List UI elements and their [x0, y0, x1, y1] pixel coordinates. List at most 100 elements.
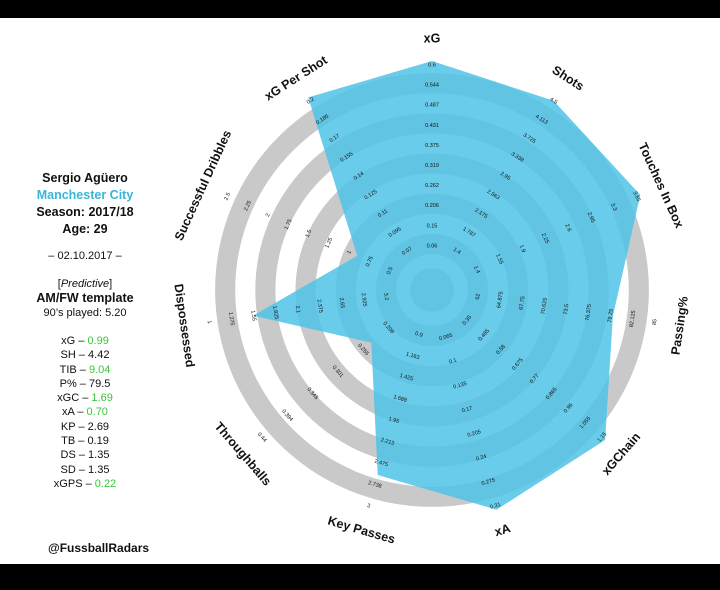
tick-label: 0.44	[256, 432, 268, 444]
tick-label: 0.15	[427, 223, 438, 229]
tick-label: 64.875	[496, 291, 504, 309]
tick-label: 0.275	[481, 477, 496, 487]
tick-label: 1.25	[324, 237, 334, 249]
tick-label: 2.25	[243, 200, 253, 212]
stat-label: SH	[60, 349, 76, 362]
tick-label: 2.213	[380, 437, 395, 447]
stat-value: 0.70	[86, 406, 108, 419]
tick-label: 1.825	[271, 305, 279, 319]
stat-value: 9.04	[88, 363, 111, 376]
tick-label: 2.25	[540, 232, 550, 244]
tick-label: 2.375	[315, 299, 323, 313]
player-shape	[253, 61, 641, 510]
stat-value: 79.5	[88, 377, 111, 390]
stat-value: 1.35	[88, 449, 110, 462]
stat-row: xGPS – 0.22	[53, 477, 117, 490]
tick-label: 1	[206, 320, 212, 324]
team-name: Manchester City	[36, 188, 134, 202]
tick-label: 3.2	[382, 292, 389, 300]
template-label: AM/FW template	[36, 291, 134, 305]
stat-row: xA – 0.70	[62, 406, 108, 419]
tick-label: 0.205	[467, 429, 482, 439]
tick-label: 1.9	[518, 244, 527, 253]
stat-row: DS – 1.35	[60, 449, 110, 462]
tick-label: 1.15	[597, 432, 609, 444]
tick-label: 0.431	[425, 123, 439, 129]
stat-label: xG	[61, 335, 76, 347]
tick-label: 0.5	[386, 266, 395, 275]
tick-label: 1.688	[393, 394, 408, 404]
stat-label: xA	[62, 406, 75, 419]
stat-label: DS	[60, 449, 76, 462]
tick-label: 0.11	[377, 208, 389, 219]
tick-label: 1.275	[227, 312, 235, 326]
tick-label: 4.5	[549, 96, 559, 105]
stat-value: 1.69	[91, 392, 113, 405]
tick-label: 1.4	[472, 265, 481, 274]
player-name: Sergio Agüero	[42, 171, 128, 185]
tick-label: 0.206	[425, 203, 439, 209]
tick-label: 1.163	[405, 352, 420, 362]
stat-row: xGC – 1.69	[57, 392, 113, 405]
tick-label: 0.35	[462, 315, 474, 327]
tick-label: 3.3	[609, 202, 618, 211]
tick-label: 1.55	[249, 310, 256, 321]
tick-label: 0.135	[453, 381, 468, 391]
stat-row: SH – 4.42	[60, 349, 110, 362]
predictive-label: [Predictive]	[57, 278, 113, 290]
stat-label: TB	[61, 435, 76, 448]
tick-label: 2	[265, 213, 272, 218]
axis-label: Dispossessed	[171, 283, 197, 368]
tick-label: 1.4	[452, 247, 462, 256]
tick-label: 3.65	[631, 191, 641, 203]
stat-row: SD – 1.35	[60, 463, 110, 476]
tick-label: 2.925	[360, 293, 368, 307]
tick-label: 62	[475, 293, 482, 300]
tick-label: 0.96	[563, 402, 575, 414]
tick-label: 2.95	[499, 171, 511, 182]
tick-label: 0.06	[427, 243, 438, 249]
season: Season: 2017/18	[36, 205, 134, 219]
stat-value: 1.35	[88, 463, 110, 476]
tick-label: 0.17	[461, 406, 473, 415]
tick-label: 1.55	[494, 253, 504, 265]
tick-label: 2.738	[367, 480, 382, 490]
tick-label: 0.262	[425, 183, 439, 189]
age: Age: 29	[62, 222, 108, 236]
tick-label: 0.58	[495, 344, 507, 356]
tick-label: 0.6	[428, 62, 436, 68]
stat-label: KP	[60, 420, 76, 433]
stat-row: xG – 0.99	[61, 335, 109, 347]
tick-label: 0.9	[414, 331, 423, 339]
tick-label: 70.625	[540, 297, 548, 315]
axis-label: xG	[424, 31, 441, 45]
stat-value: 0.22	[94, 477, 117, 490]
tick-label: 1.95	[388, 416, 400, 425]
tick-label: 73.5	[563, 304, 570, 315]
player-info-panel: Sergio Agüero Manchester City Season: 20…	[10, 170, 160, 491]
tick-label: 1	[346, 250, 353, 255]
tick-label: 0.065	[438, 333, 453, 343]
tick-label: 1.425	[399, 373, 414, 383]
tick-label: 2.95	[586, 211, 596, 223]
stat-row: TB – 0.19	[61, 435, 109, 448]
tick-label: 2.475	[374, 459, 389, 469]
tick-label: 1.5	[305, 229, 314, 238]
minutes-played: 90’s played: 5.20	[43, 307, 127, 319]
tick-label: 3	[366, 503, 371, 510]
twitter-handle: @FussballRadars	[48, 541, 150, 555]
tick-label: 79.25	[607, 309, 615, 323]
tick-label: 0.319	[425, 163, 439, 169]
tick-label: 2.65	[338, 297, 345, 308]
tick-label: 2.1	[294, 305, 301, 313]
stat-row: TIB – 9.04	[59, 363, 111, 376]
tick-label: 0.77	[529, 373, 541, 385]
tick-label: 0.07	[401, 246, 413, 257]
tick-label: 0.375	[425, 143, 439, 149]
tick-label: 0.544	[425, 83, 439, 89]
tick-label: 0.1	[449, 358, 458, 366]
tick-label: 2.6	[563, 223, 572, 232]
stat-label: SD	[60, 463, 76, 476]
stat-value: 2.69	[87, 420, 110, 433]
